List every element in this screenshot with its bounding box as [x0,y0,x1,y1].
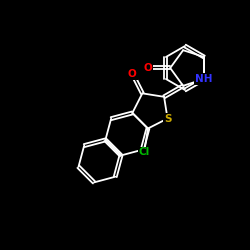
Text: S: S [164,114,171,124]
Text: O: O [144,63,152,73]
Text: NH: NH [195,74,213,84]
Text: Cl: Cl [138,148,150,158]
Text: O: O [128,69,137,79]
